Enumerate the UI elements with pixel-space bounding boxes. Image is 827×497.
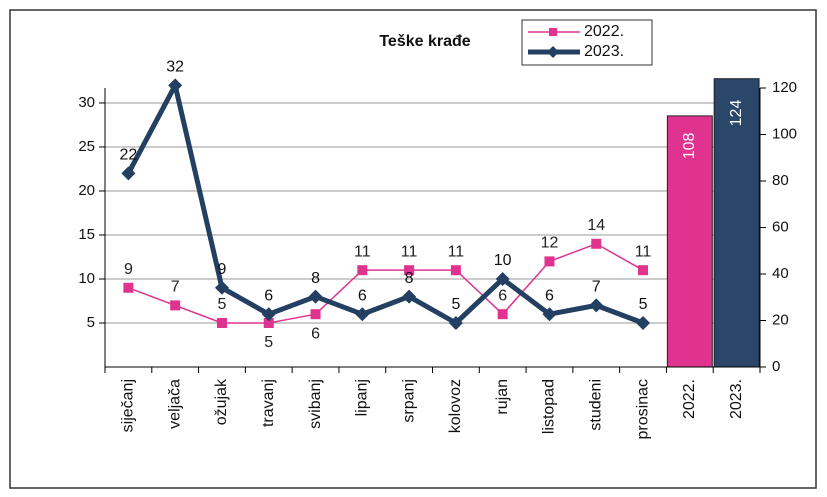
marker — [261, 307, 276, 322]
marker — [542, 307, 557, 322]
value-label: 6 — [498, 287, 507, 304]
value-label: 11 — [354, 243, 371, 260]
legend-marker — [547, 46, 559, 58]
x-tick-label: studeni — [587, 379, 604, 431]
y2-tick-label: 120 — [772, 79, 797, 96]
legend — [521, 19, 653, 66]
y-tick-label: 5 — [87, 314, 95, 331]
value-label: 6 — [311, 325, 320, 342]
marker — [355, 307, 370, 322]
value-label: 32 — [166, 59, 184, 76]
y2-tick-label: 100 — [772, 125, 797, 142]
value-label: 7 — [171, 279, 180, 296]
value-label: 5 — [264, 334, 273, 351]
marker — [168, 78, 183, 93]
value-label: 11 — [635, 243, 652, 260]
marker — [589, 298, 604, 313]
x-tick-label: rujan — [494, 379, 511, 415]
marker — [497, 309, 508, 320]
value-label: 14 — [587, 217, 605, 234]
value-label: 11 — [448, 243, 465, 260]
y-tick-label: 25 — [78, 138, 95, 155]
legend-label: 2023. — [584, 43, 624, 60]
marker — [404, 265, 415, 276]
y2-tick-label: 20 — [772, 311, 789, 328]
x-tick-label: svibanj — [307, 379, 324, 429]
value-label: 6 — [358, 287, 367, 304]
marker — [495, 271, 510, 286]
value-label: 8 — [405, 270, 414, 287]
marker — [357, 265, 368, 276]
line — [128, 243, 644, 324]
marker — [121, 166, 136, 181]
marker — [310, 309, 321, 320]
marker — [636, 315, 651, 330]
y-tick-label: 30 — [78, 94, 95, 111]
value-label: 5 — [451, 296, 460, 313]
bars — [666, 78, 760, 368]
y-tick-label: 20 — [78, 182, 95, 199]
marker — [170, 300, 181, 311]
marker — [591, 238, 602, 249]
bar-value-label: 108 — [681, 132, 698, 159]
marker — [402, 289, 417, 304]
marker — [638, 265, 649, 276]
y-tick-label: 10 — [78, 270, 95, 287]
marker — [308, 289, 323, 304]
x-tick-label: prosinac — [634, 379, 651, 439]
value-label: 22 — [119, 147, 137, 164]
marker — [448, 315, 463, 330]
x-tick-label: kolovoz — [447, 379, 464, 433]
marker — [123, 282, 134, 293]
value-label: 12 — [541, 235, 559, 252]
y2-tick-label: 40 — [772, 265, 789, 282]
marker — [263, 317, 274, 328]
frame — [9, 9, 817, 489]
value-label: 9 — [124, 261, 133, 278]
y2-tick-label: 0 — [772, 358, 780, 375]
value-label: 5 — [639, 296, 648, 313]
y2-tick-label: 80 — [772, 172, 789, 189]
marker — [450, 265, 461, 276]
y2-tick-label: 60 — [772, 218, 789, 235]
chart-title: Teške krađe — [379, 33, 470, 50]
x-tick-label: listopad — [541, 379, 558, 434]
y-tick-label: 15 — [78, 226, 95, 243]
value-label: 11 — [401, 243, 418, 260]
bar-value-label: 124 — [728, 100, 745, 127]
line — [126, 82, 644, 326]
marker — [544, 256, 555, 267]
marker — [216, 317, 227, 328]
x-tick-label: ožujak — [213, 378, 230, 425]
bar — [713, 78, 760, 368]
x-tick-label: 2022. — [681, 379, 698, 419]
value-label: 8 — [311, 270, 320, 287]
x-tick-label: 2023. — [728, 379, 745, 419]
value-label: 10 — [494, 252, 512, 269]
value-label: 6 — [264, 287, 273, 304]
value-label: 9 — [218, 261, 227, 278]
value-label: 6 — [545, 287, 554, 304]
x-tick-label: veljača — [166, 379, 183, 429]
legend-label: 2022. — [584, 23, 624, 40]
value-label: 7 — [592, 279, 601, 296]
value-label: 5 — [218, 296, 227, 313]
x-tick-label: lipanj — [354, 379, 371, 416]
marker — [214, 280, 229, 295]
x-tick-label: siječanj — [120, 379, 137, 432]
x-tick-label: travanj — [260, 379, 277, 427]
legend-marker — [549, 28, 557, 36]
x-tick-label: srpanj — [400, 379, 417, 423]
